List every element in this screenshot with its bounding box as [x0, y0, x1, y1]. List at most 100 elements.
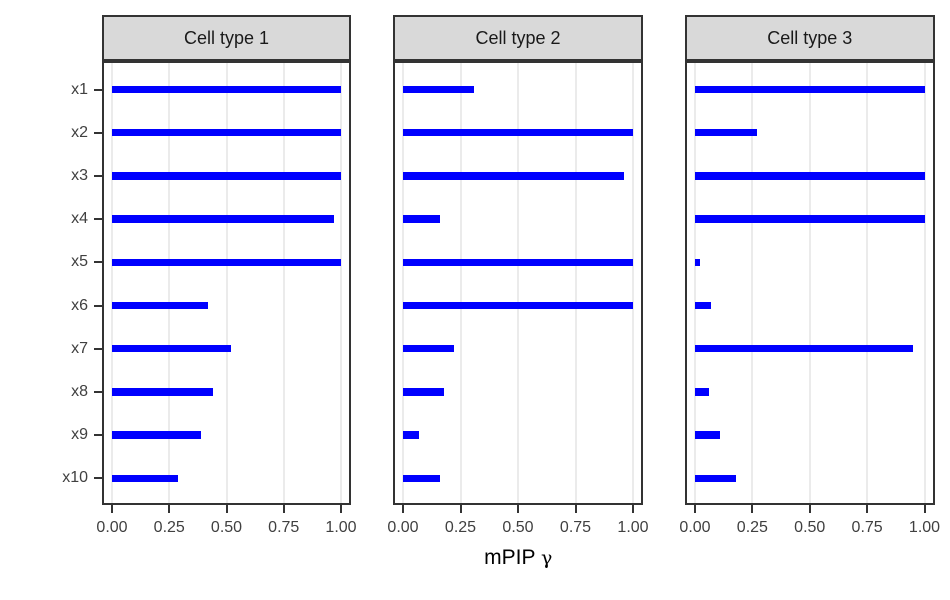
facet-panel-3 [685, 61, 935, 505]
gridline-0.75 [574, 63, 577, 503]
gridline-0.75 [866, 63, 869, 503]
x-axis-tick-label-1.00: 1.00 [908, 519, 941, 536]
bar-x7 [695, 344, 914, 353]
gridline-0.75 [282, 63, 285, 503]
x-axis-tick-label-1.00: 1.00 [325, 519, 357, 536]
gridline-0.00 [694, 63, 696, 503]
bar-x5 [403, 258, 633, 267]
bar-x1 [695, 85, 925, 94]
y-axis-tick-x10 [94, 477, 102, 480]
y-axis-label-x1: x1 [71, 80, 88, 98]
y-axis-label-x8: x8 [71, 382, 88, 400]
bar-x4 [112, 215, 335, 223]
y-axis-label-x6: x6 [71, 296, 88, 314]
x-axis-tick-0.25 [459, 505, 462, 513]
bar-x6 [403, 301, 633, 310]
y-axis-tick-x1 [94, 88, 102, 91]
gridline-1.00 [923, 63, 926, 503]
x-axis-tick-label-0.50: 0.50 [502, 519, 534, 536]
x-axis-tick-0.75 [866, 505, 869, 513]
y-axis-tick-x7 [94, 347, 102, 350]
x-axis-tick-label-0.25: 0.25 [444, 519, 477, 536]
x-axis-tick-1.00 [923, 505, 926, 513]
gridline-0.50 [808, 63, 811, 503]
gridline-0.00 [402, 63, 404, 503]
gridline-0.50 [517, 63, 519, 503]
bar-x9 [695, 431, 721, 439]
x-axis-tick-label-0.25: 0.25 [736, 519, 768, 536]
bar-x2 [112, 128, 341, 137]
bar-x8 [695, 388, 709, 396]
bar-x10 [695, 474, 737, 483]
gridline-0.25 [168, 63, 171, 503]
x-axis-tick-0.50 [225, 505, 228, 513]
x-axis-tick-0.25 [168, 505, 171, 513]
bar-x1 [112, 85, 341, 94]
facet-strip-label: Cell type 3 [767, 28, 853, 48]
x-axis-tick-label-0.25: 0.25 [153, 519, 185, 536]
bar-x9 [403, 431, 420, 439]
bar-x3 [112, 172, 341, 180]
y-axis-tick-x3 [94, 174, 102, 177]
y-axis-tick-x5 [94, 261, 102, 264]
y-axis-label-x7: x7 [71, 339, 88, 357]
bar-x10 [403, 474, 440, 483]
x-axis-tick-label-0.75: 0.75 [851, 519, 883, 536]
x-axis-tick-0.00 [694, 505, 696, 513]
bar-x6 [112, 301, 209, 310]
y-axis-tick-x8 [94, 390, 102, 393]
bar-x3 [403, 172, 624, 180]
gridline-1.00 [340, 63, 342, 503]
bar-x8 [403, 388, 445, 396]
gridline-1.00 [632, 63, 634, 503]
gridline-0.50 [225, 63, 228, 503]
y-axis-label-x5: x5 [71, 253, 88, 271]
gridline-0.00 [111, 63, 113, 503]
gamma-symbol: γ [540, 547, 553, 569]
facet-strip-label: Cell type 2 [475, 28, 561, 48]
bar-x4 [403, 215, 440, 223]
facet-strip-2: Cell type 2 [393, 15, 643, 61]
x-axis-tick-label-0.00: 0.00 [96, 519, 128, 536]
bar-x6 [695, 301, 712, 310]
bar-x7 [112, 344, 232, 353]
x-axis-tick-0.00 [111, 505, 113, 513]
y-axis-label-x10: x10 [62, 469, 88, 487]
x-axis-tick-label-0.75: 0.75 [268, 519, 300, 536]
x-axis-tick-0.25 [751, 505, 754, 513]
bar-x3 [695, 172, 925, 180]
bar-x1 [403, 85, 475, 94]
x-axis-tick-label-0.00: 0.00 [387, 519, 419, 536]
facet-strip-1: Cell type 1 [102, 15, 351, 61]
facet-panel-2 [393, 61, 643, 505]
x-axis-tick-0.50 [517, 505, 519, 513]
y-axis-tick-x2 [94, 131, 102, 134]
bar-x10 [112, 474, 179, 483]
bar-x7 [403, 344, 454, 353]
bar-x5 [112, 258, 341, 267]
x-axis-tick-label-0.00: 0.00 [679, 519, 711, 536]
x-axis-tick-1.00 [632, 505, 634, 513]
x-axis-title-text: mPIP [484, 546, 536, 569]
bar-x2 [695, 128, 757, 137]
facet-strip-3: Cell type 3 [685, 15, 935, 61]
x-axis-tick-label-1.00: 1.00 [617, 519, 649, 536]
y-axis-tick-x9 [94, 434, 102, 437]
bar-x2 [403, 128, 633, 137]
x-axis-tick-label-0.50: 0.50 [210, 519, 243, 536]
bar-x9 [112, 431, 202, 439]
gridline-0.25 [459, 63, 462, 503]
x-axis-tick-0.75 [574, 505, 577, 513]
x-axis-title: mPIP γ [408, 546, 628, 570]
y-axis-label-x3: x3 [71, 166, 88, 184]
bar-x4 [695, 215, 925, 223]
y-axis-label-x2: x2 [71, 123, 88, 141]
x-axis-tick-0.00 [402, 505, 404, 513]
facet-panel-1 [102, 61, 351, 505]
x-axis-tick-label-0.50: 0.50 [794, 519, 826, 536]
x-axis-tick-1.00 [340, 505, 342, 513]
y-axis-tick-x6 [94, 304, 102, 307]
facet-strip-label: Cell type 1 [183, 28, 270, 48]
bar-x5 [695, 258, 700, 267]
